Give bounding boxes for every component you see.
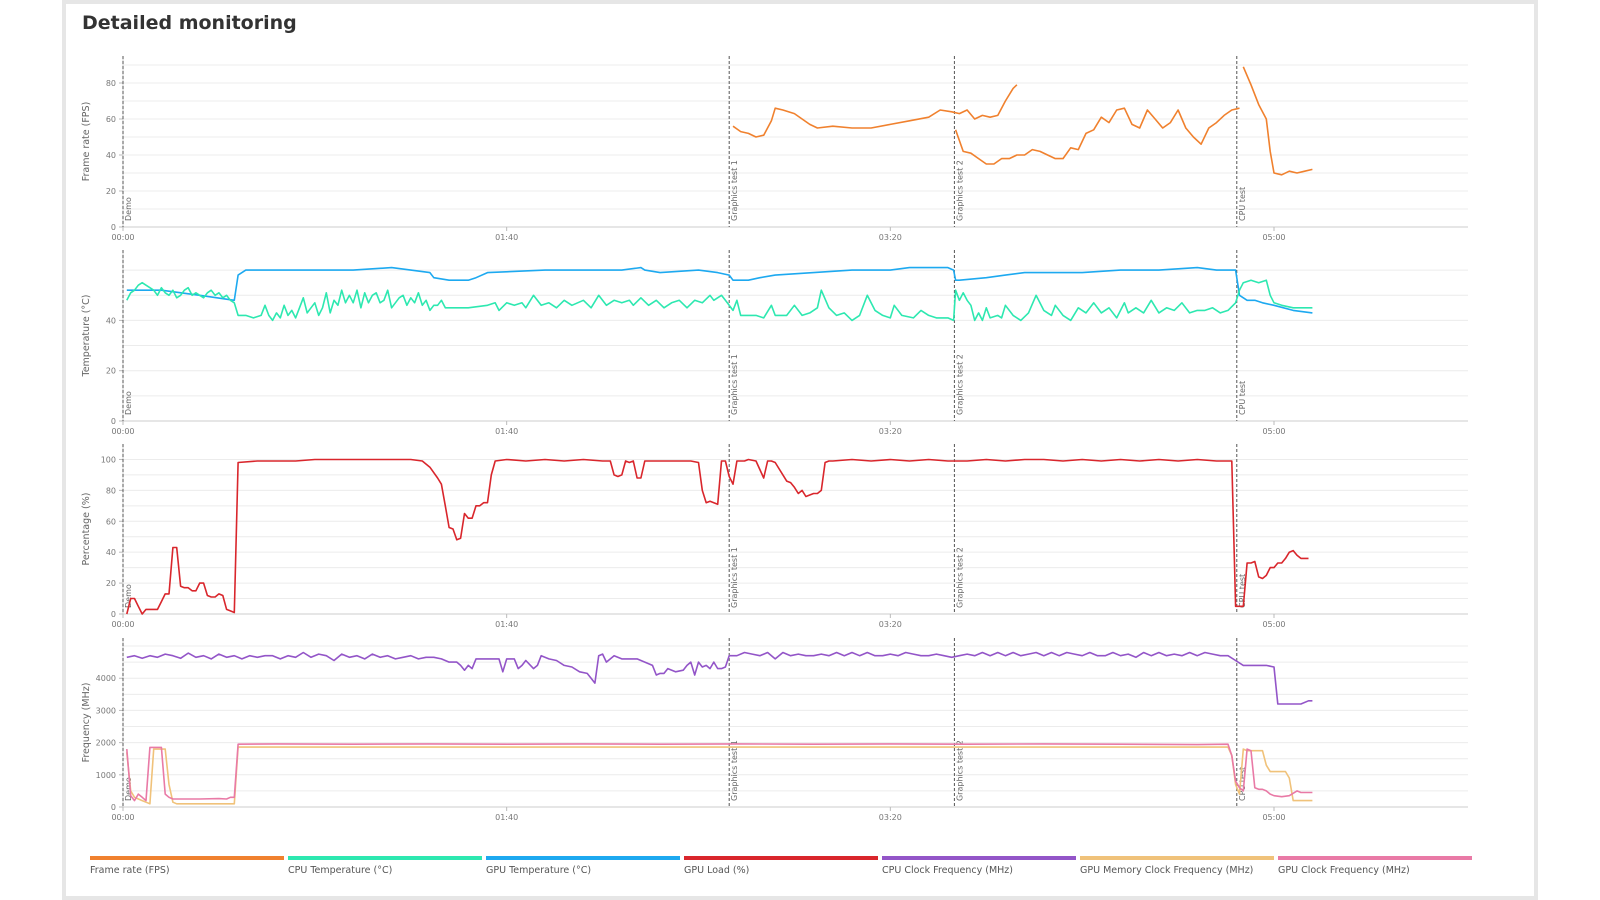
legend-item-gpu_mem_clock[interactable]: GPU Memory Clock Frequency (MHz) [1080,856,1274,876]
x-tick-label: 05:00 [1262,427,1285,436]
y-tick-label: 60 [106,115,116,124]
x-tick-label: 01:40 [495,813,518,822]
series-line-cpu_temp [126,279,1313,322]
series-line-gpu_temp [126,266,1313,314]
phase-marker-label: Graphics test 1 [730,547,739,608]
legend-swatch [288,856,482,860]
x-tick-label: 00:00 [111,427,134,436]
legend-label: GPU Load (%) [684,865,750,876]
phase-marker-label: Demo [124,584,133,608]
x-tick-label: 01:40 [495,233,518,242]
y-tick-label: 20 [106,187,116,196]
y-tick-label: 80 [106,79,116,88]
phase-marker-label: Demo [124,197,133,221]
series-line-fps [954,107,1240,165]
legend-label: GPU Temperature (°C) [486,865,592,876]
legend-item-gpu_temp[interactable]: GPU Temperature (°C) [486,856,680,876]
legend-label: CPU Temperature (°C) [288,865,393,876]
page-title: Detailed monitoring [82,12,297,34]
x-tick-label: 05:00 [1262,813,1285,822]
series-line-gpu_mem_clock [126,746,1313,805]
y-tick-label: 4000 [96,674,116,683]
legend-item-cpu_clock[interactable]: CPU Clock Frequency (MHz) [882,856,1076,876]
y-tick-label: 60 [106,517,116,526]
y-tick-label: 40 [106,151,116,160]
x-tick-label: 00:00 [111,620,134,629]
chart-panel-2: 0 20 40 00:00 01:40 03:20 05:00 Temperature (°C… [81,250,1468,436]
y-axis-label: Frame rate (FPS) [81,102,92,182]
series-line-gpu_clock [126,743,1313,802]
x-tick-label: 03:20 [879,620,902,629]
y-tick-label: 3000 [96,706,116,715]
series-line-cpu_clock [126,651,1313,705]
x-tick-label: 01:40 [495,427,518,436]
series-line-gpu_load [126,458,1309,615]
legend-label: CPU Clock Frequency (MHz) [882,865,1014,876]
legend-item-gpu_load[interactable]: GPU Load (%) [684,856,878,876]
phase-marker-label: CPU test [1238,767,1247,801]
legend-swatch [1080,856,1274,860]
series-line-fps [1242,66,1313,176]
phase-marker-label: Graphics test 1 [730,160,739,221]
legend-label: Frame rate (FPS) [90,865,170,876]
legend-swatch [1278,856,1472,860]
legend-label: GPU Memory Clock Frequency (MHz) [1080,865,1254,876]
y-tick-label: 0 [111,803,116,812]
x-tick-label: 05:00 [1262,233,1285,242]
x-tick-label: 03:20 [879,813,902,822]
phase-marker-label: Graphics test 2 [955,740,964,801]
chart-panel-3: 0 20 40 60 80 100 00:00 01:40 03:20 05:00 Percenta… [81,444,1468,629]
phase-marker-label: Graphics test 2 [955,354,964,415]
y-tick-label: 40 [106,548,116,557]
phase-marker-label: Graphics test 2 [955,160,964,221]
legend-item-fps[interactable]: Frame rate (FPS) [90,856,284,876]
x-tick-label: 00:00 [111,813,134,822]
y-axis-label: Frequency (MHz) [81,683,92,763]
phase-marker-label: CPU test [1238,187,1247,221]
legend-item-cpu_temp[interactable]: CPU Temperature (°C) [288,856,482,876]
legend-swatch [90,856,284,860]
phase-marker-label: CPU test [1238,381,1247,415]
legend-swatch [684,856,878,860]
y-tick-label: 20 [106,579,116,588]
series-line-fps [732,84,1018,138]
phase-marker-label: CPU test [1238,574,1247,608]
legend-swatch [486,856,680,860]
phase-marker-label: Demo [124,777,133,801]
x-tick-label: 03:20 [879,233,902,242]
y-tick-label: 100 [101,455,116,464]
y-tick-label: 0 [111,223,116,232]
y-axis-label: Temperature (°C) [81,295,92,378]
legend-swatch [882,856,1076,860]
x-tick-label: 00:00 [111,233,134,242]
phase-marker-label: Graphics test 1 [730,354,739,415]
x-tick-label: 03:20 [879,427,902,436]
y-tick-label: 40 [106,316,116,325]
chart-panel-1: 0 20 40 60 80 00:00 01:40 03:20 05:00 Frame rate … [81,56,1468,242]
chart-panel-4: 0 1000 2000 3000 4000 00:00 01:40 03:20 05:00 Fre… [81,638,1468,822]
y-tick-label: 1000 [96,771,116,780]
y-tick-label: 20 [106,367,116,376]
phase-marker-label: Graphics test 1 [730,740,739,801]
x-tick-label: 05:00 [1262,620,1285,629]
y-tick-label: 2000 [96,739,116,748]
legend-label: GPU Clock Frequency (MHz) [1278,865,1410,876]
legend-item-gpu_clock[interactable]: GPU Clock Frequency (MHz) [1278,856,1472,876]
y-tick-label: 0 [111,610,116,619]
phase-marker-label: Graphics test 2 [955,547,964,608]
phase-marker-label: Demo [124,391,133,415]
x-tick-label: 01:40 [495,620,518,629]
y-axis-label: Percentage (%) [81,493,92,566]
y-tick-label: 0 [111,417,116,426]
y-tick-label: 80 [106,486,116,495]
